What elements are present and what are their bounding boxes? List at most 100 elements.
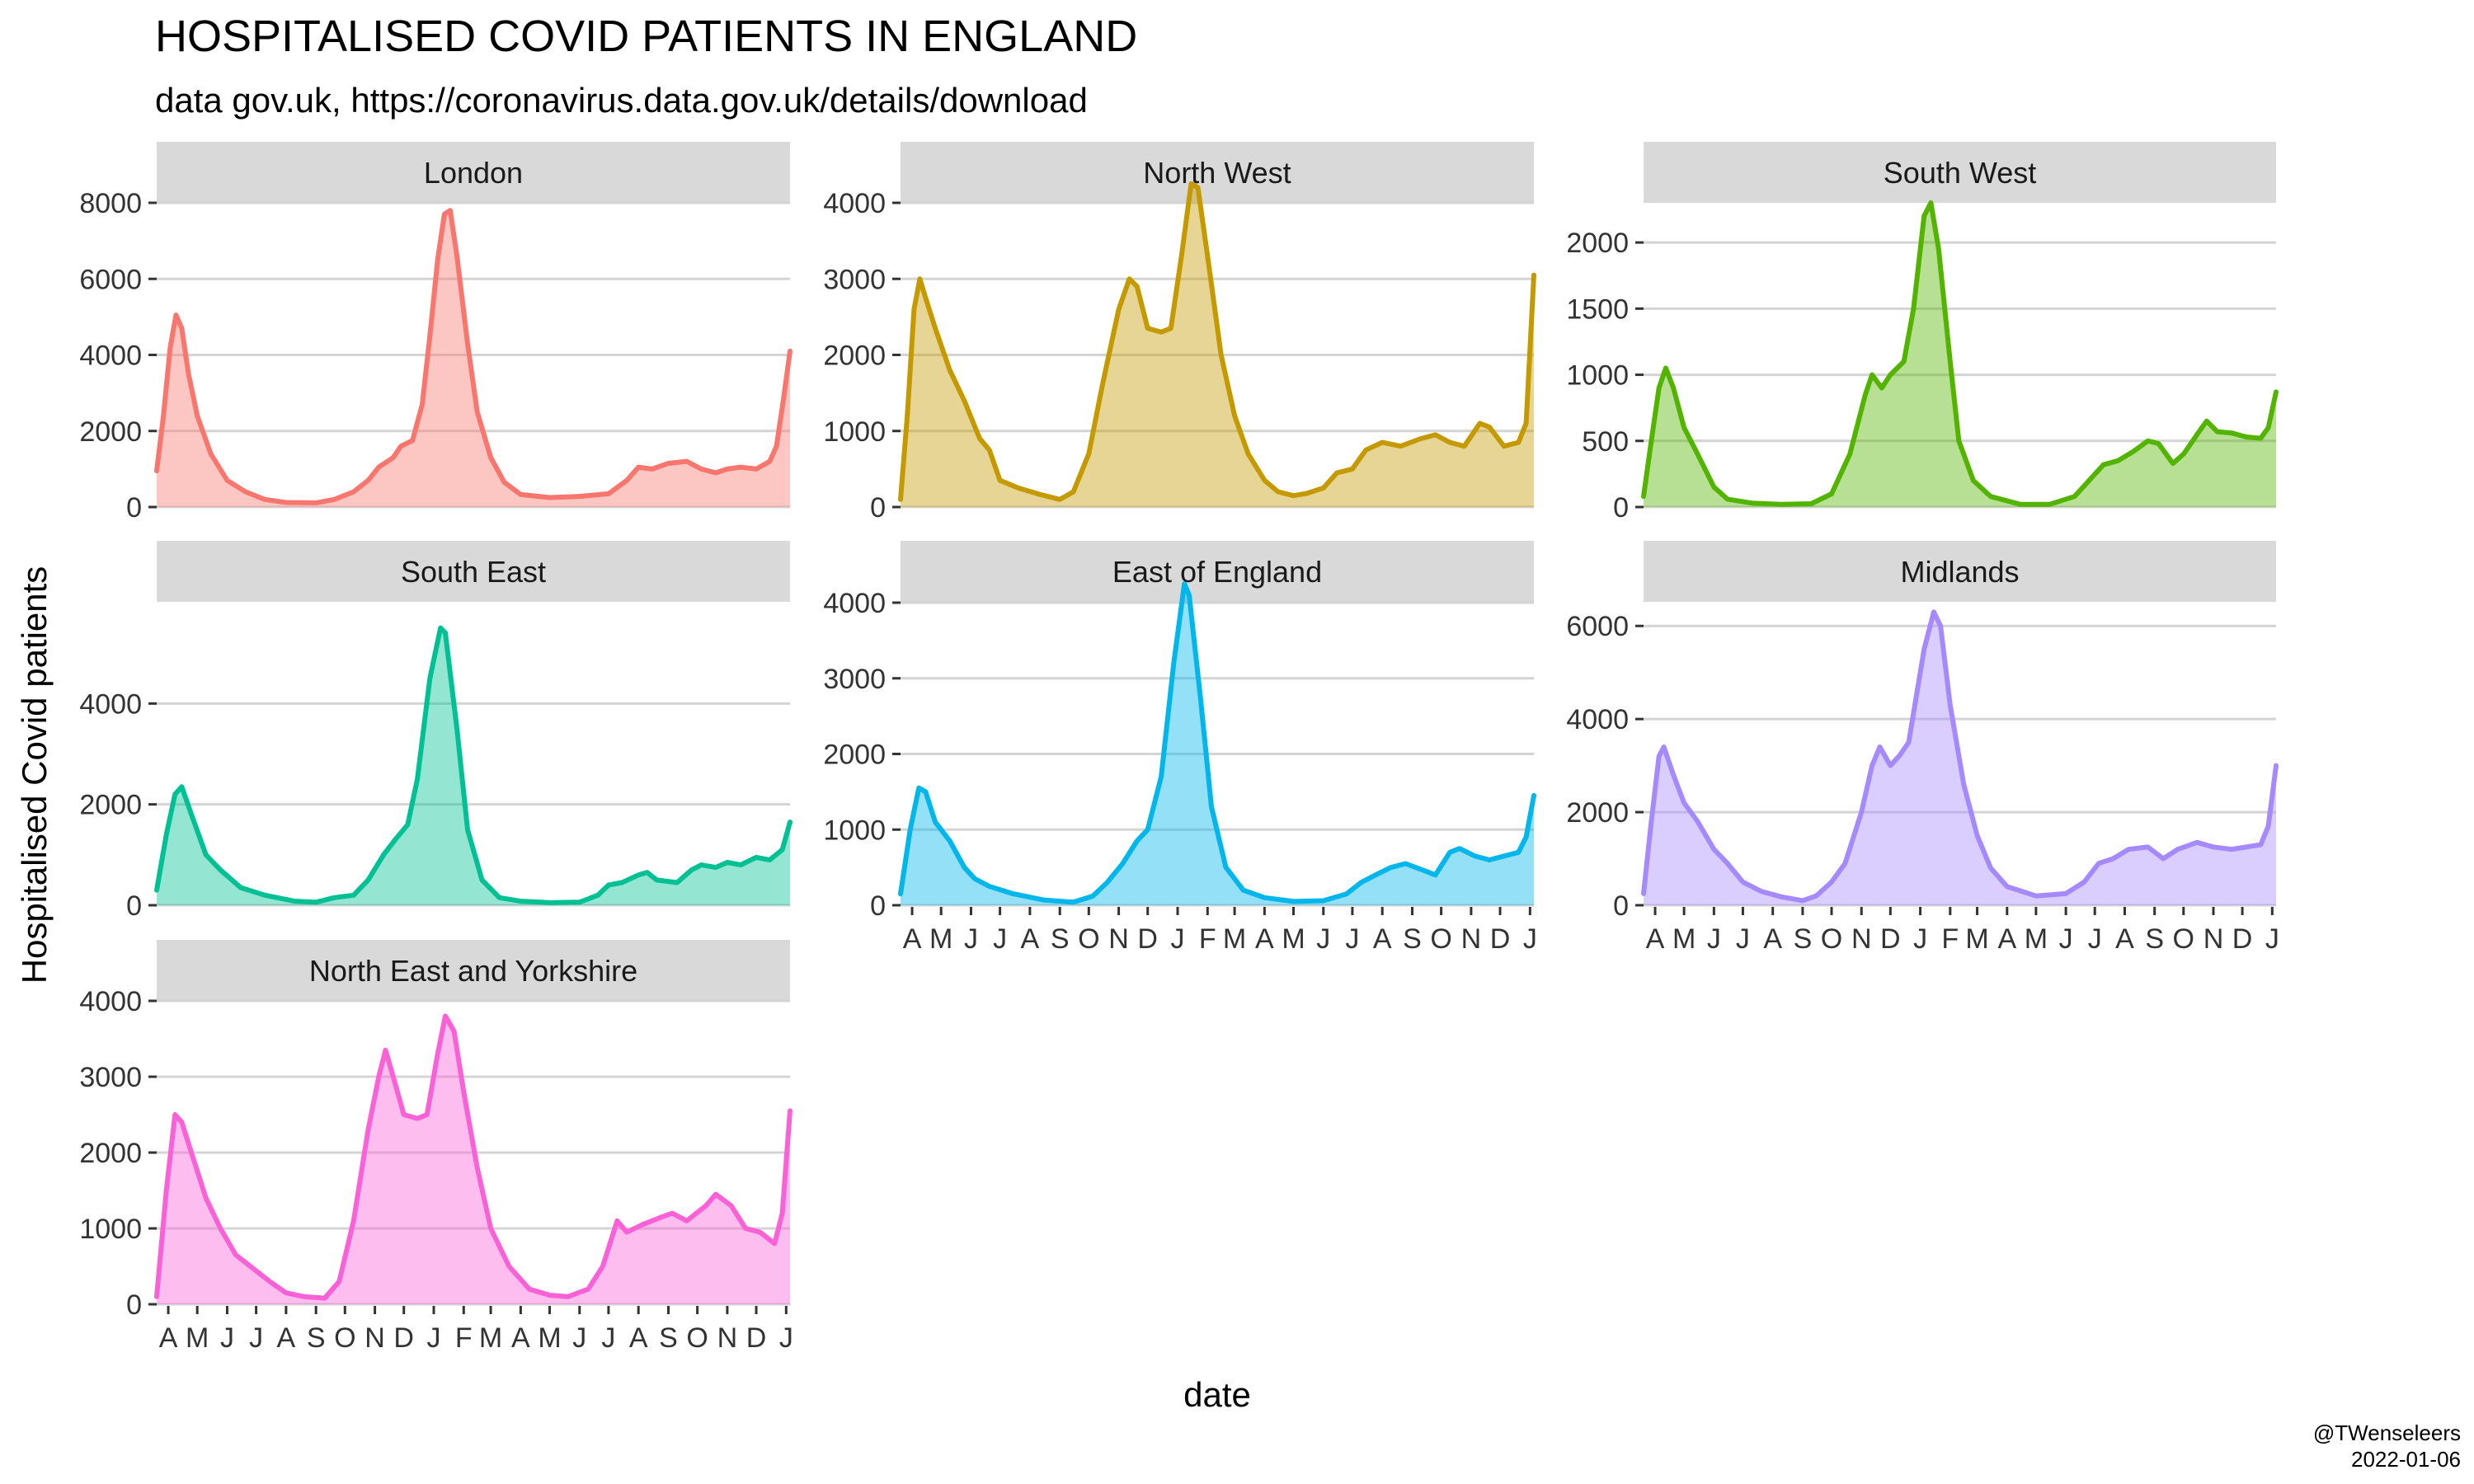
y-tick-label: 3000 bbox=[823, 264, 886, 295]
x-tick-label: S bbox=[307, 1322, 326, 1354]
x-tick-label: M bbox=[479, 1322, 502, 1354]
x-tick-label: O bbox=[334, 1322, 355, 1354]
y-tick-label: 2000 bbox=[1566, 797, 1629, 829]
y-tick-label: 1000 bbox=[1566, 360, 1629, 392]
x-tick-label: S bbox=[659, 1322, 678, 1354]
x-tick-label: A bbox=[277, 1322, 296, 1354]
x-tick-label: A bbox=[159, 1322, 178, 1354]
x-tick-label: S bbox=[1794, 923, 1813, 955]
line-london bbox=[154, 208, 793, 505]
y-tick-label: 0 bbox=[1613, 492, 1629, 524]
strip-label-midlands: Midlands bbox=[1900, 555, 2019, 589]
panel-north-east-and-yorkshire: North East and Yorkshire 0 1000 2000 3000 400… bbox=[79, 940, 793, 1354]
area-south-east bbox=[157, 627, 790, 905]
strip-london bbox=[157, 142, 790, 203]
area-london bbox=[157, 210, 790, 507]
panel-north-west: North West 0 1000 2000 3000 4000 bbox=[823, 142, 1536, 524]
x-tick-label: J bbox=[427, 1322, 441, 1354]
x-tick-label: A bbox=[1255, 923, 1274, 955]
x-tick-label: A bbox=[1763, 923, 1782, 955]
y-tick-label: 4000 bbox=[823, 588, 886, 619]
y-tick-label: 0 bbox=[126, 1289, 142, 1321]
x-tick-label: D bbox=[2232, 923, 2253, 955]
y-tick-label: 0 bbox=[870, 890, 886, 922]
y-tick-label: 500 bbox=[1582, 426, 1629, 458]
x-tick-label: J bbox=[964, 923, 978, 955]
y-tick-label: 1500 bbox=[1566, 294, 1629, 325]
x-tick-label: M bbox=[2025, 923, 2048, 955]
x-tick-label: D bbox=[1490, 923, 1511, 955]
strip-label-south-east: South East bbox=[401, 555, 546, 589]
x-tick-label: O bbox=[686, 1322, 708, 1354]
y-tick-label: 0 bbox=[126, 492, 142, 524]
line-midlands bbox=[1641, 609, 2279, 904]
x-tick-label: O bbox=[1078, 923, 1099, 955]
strip-label-north-west: North West bbox=[1143, 156, 1291, 190]
x-tick-label: M bbox=[1223, 923, 1246, 955]
y-tick-label: 4000 bbox=[1566, 704, 1629, 735]
x-tick-label: F bbox=[455, 1322, 473, 1354]
x-tick-label: J bbox=[1736, 923, 1750, 955]
y-tick-label: 8000 bbox=[79, 188, 142, 219]
y-tick-label: 1000 bbox=[823, 815, 886, 846]
x-tick-label: J bbox=[779, 1322, 793, 1354]
y-tick-label: 3000 bbox=[823, 664, 886, 695]
strip-north-east-and-yorkshire bbox=[157, 940, 790, 1001]
x-tick-label: J bbox=[2265, 923, 2279, 955]
x-tick-label: A bbox=[1646, 923, 1665, 955]
x-tick-label: J bbox=[1171, 923, 1185, 955]
strip-label-north-east-and-yorkshire: North East and Yorkshire bbox=[309, 954, 637, 988]
x-tick-label: A bbox=[2115, 923, 2134, 955]
x-tick-label: N bbox=[2204, 923, 2224, 955]
x-tick-label: A bbox=[1997, 923, 2016, 955]
x-tick-label: A bbox=[903, 923, 922, 955]
area-east-of-england bbox=[901, 584, 1534, 905]
x-tick-label: D bbox=[746, 1322, 767, 1354]
y-tick-label: 2000 bbox=[79, 790, 142, 821]
strip-label-east-of-england: East of England bbox=[1112, 555, 1322, 589]
x-tick-label: J bbox=[1316, 923, 1330, 955]
y-tick-label: 1000 bbox=[79, 1214, 142, 1245]
panel-south-east: South East 0 2000 4000 bbox=[79, 541, 793, 922]
y-tick-label: 2000 bbox=[79, 416, 142, 448]
x-tick-label: J bbox=[572, 1322, 586, 1354]
area-midlands bbox=[1644, 612, 2276, 905]
x-tick-label: M bbox=[929, 923, 952, 955]
x-tick-label: S bbox=[1403, 923, 1422, 955]
strip-south-west bbox=[1644, 142, 2276, 203]
x-tick-label: J bbox=[601, 1322, 615, 1354]
y-tick-label: 0 bbox=[1613, 890, 1629, 922]
credit-date: 2022-01-06 bbox=[2351, 1447, 2461, 1472]
y-tick-label: 4000 bbox=[823, 188, 886, 219]
x-tick-label: O bbox=[1821, 923, 1842, 955]
y-tick-label: 2000 bbox=[79, 1138, 142, 1169]
strip-east-of-england bbox=[901, 541, 1534, 602]
area-north-west bbox=[901, 183, 1534, 507]
line-north-west bbox=[898, 181, 1536, 502]
chart-title: HOSPITALISED COVID PATIENTS IN ENGLAND bbox=[155, 12, 1138, 61]
panel-south-west: South West 0 500 1000 1500 2000 bbox=[1566, 142, 2279, 524]
x-tick-label: M bbox=[1965, 923, 1988, 955]
chart-subtitle: data gov.uk, https://coronavirus.data.go… bbox=[155, 81, 1088, 120]
x-tick-label: M bbox=[1672, 923, 1696, 955]
x-tick-label: N bbox=[1461, 923, 1482, 955]
strip-north-west bbox=[901, 142, 1534, 203]
x-tick-label: D bbox=[1880, 923, 1901, 955]
x-tick-label: J bbox=[1707, 923, 1721, 955]
strip-label-london: London bbox=[424, 156, 523, 190]
x-tick-label: J bbox=[1523, 923, 1537, 955]
panel-london: London 0 2000 4000 6000 8000 bbox=[79, 142, 793, 524]
y-tick-label: 0 bbox=[870, 492, 886, 524]
x-tick-label: J bbox=[249, 1322, 263, 1354]
x-tick-label: D bbox=[1137, 923, 1158, 955]
y-tick-label: 6000 bbox=[79, 264, 142, 295]
x-tick-label: J bbox=[2088, 923, 2102, 955]
x-tick-label: A bbox=[511, 1322, 530, 1354]
x-tick-label: S bbox=[1051, 923, 1070, 955]
strip-south-east bbox=[157, 541, 790, 602]
x-tick-label: M bbox=[186, 1322, 209, 1354]
x-tick-label: J bbox=[220, 1322, 234, 1354]
y-tick-label: 1000 bbox=[823, 416, 886, 448]
x-tick-label: F bbox=[1941, 923, 1959, 955]
